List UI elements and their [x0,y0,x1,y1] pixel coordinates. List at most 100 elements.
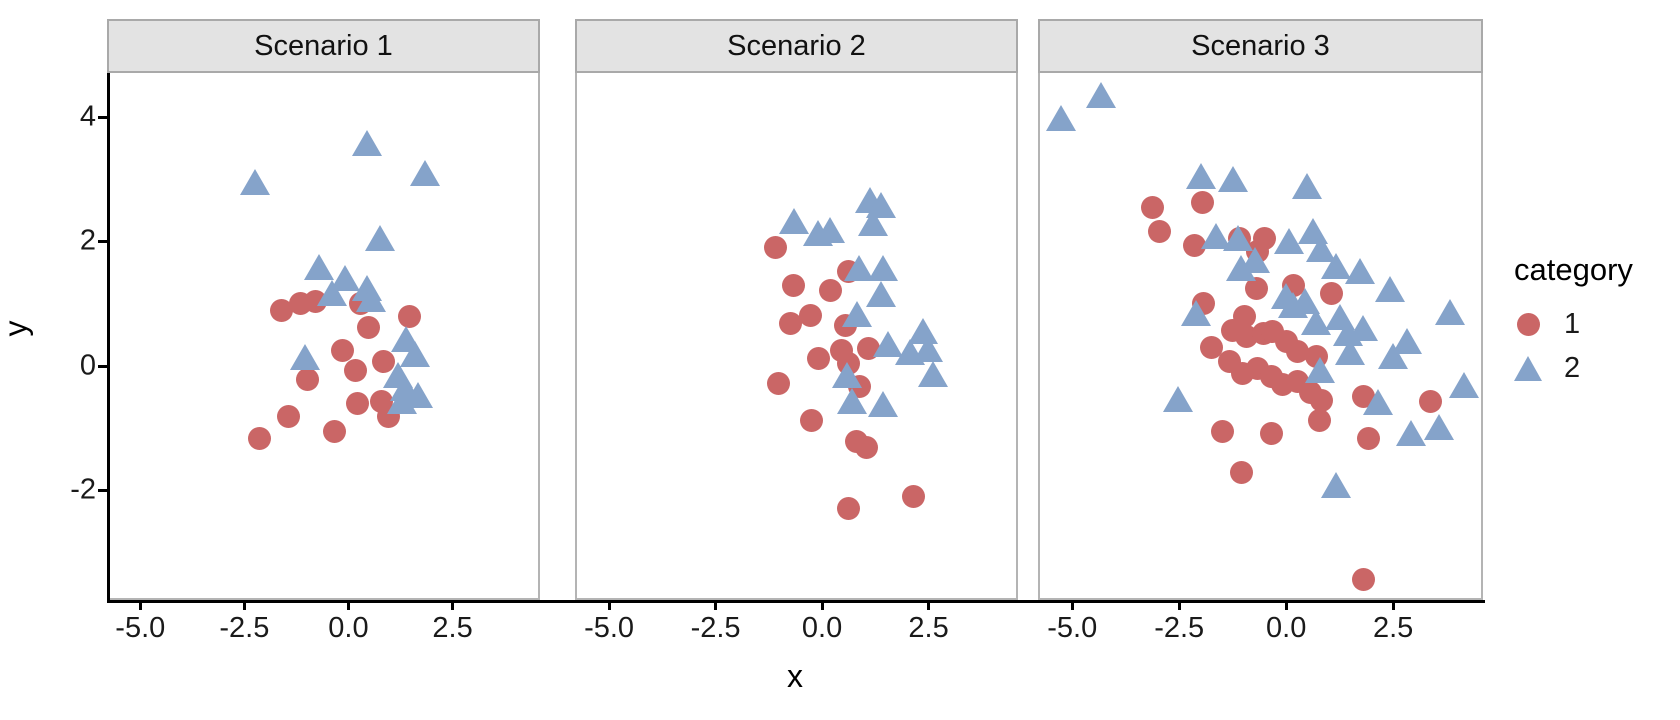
legend-title: category [1514,252,1633,287]
data-point-circle [1320,282,1344,305]
x-tick-label: 0.0 [1266,612,1307,644]
data-point-triangle [1377,343,1408,370]
x-axis-line [107,600,1485,603]
x-tick-label: 0.0 [328,612,369,644]
data-point-circle [397,305,421,329]
y-axis-tick-marks [98,73,107,602]
legend-item-label: 2 [1564,351,1581,384]
facet-scenario-2: Scenario 2 -5.0 -2.5 0.0 2.5 [575,19,1018,660]
facet-scenario-3: Scenario 3 -5.0 -2.5 0.0 2.5 [1038,19,1483,660]
data-point-circle [1183,234,1207,258]
x-tick-label: -5.0 [1047,612,1098,644]
data-point-triangle [1347,314,1378,341]
x-axis-ticks: -5.0 -2.5 0.0 2.5 [1038,600,1483,660]
data-point-circle [798,303,822,327]
x-tick-label: -2.5 [690,612,741,644]
x-tick-mark [1177,600,1181,610]
y-tick-mark [98,488,107,492]
y-axis-tick-labels: 4 2 0 -2 [30,73,96,602]
data-point-triangle [1181,299,1212,326]
y-tick-label: 0 [79,349,96,381]
plot-area [575,73,1018,600]
data-point-triangle [355,286,386,313]
facet-strip-label: Scenario 2 [727,29,866,62]
facet-strip-label: Scenario 3 [1191,29,1330,62]
x-tick-label: 2.5 [908,612,949,644]
x-tick-mark [242,600,246,610]
facet-strip: Scenario 1 [107,19,540,73]
x-tick-mark [714,600,718,610]
data-point-circle [778,311,802,335]
data-point-circle [295,368,319,392]
data-point-circle [345,391,369,415]
data-point-triangle [841,301,872,328]
data-point-circle [800,408,824,432]
facet-strip-label: Scenario 1 [254,29,393,62]
data-point-circle [344,358,368,382]
data-point-triangle [831,362,862,389]
data-point-circle [806,346,830,370]
x-tick-mark [1391,600,1395,610]
data-point-circle [1148,220,1172,244]
x-tick-label: 2.5 [1372,612,1414,644]
data-point-triangle [365,224,396,251]
y-axis-line [107,73,110,603]
data-point-circle [1310,388,1334,412]
data-point-triangle [1449,372,1480,399]
data-point-triangle [1344,257,1375,284]
data-point-circle [818,278,842,302]
data-point-circle [766,371,790,395]
data-point-circle [1260,421,1284,445]
data-point-circle [782,273,806,297]
data-point-triangle [1395,419,1426,446]
data-point-circle [331,338,355,362]
data-point-circle [1308,408,1332,432]
x-axis-ticks: -5.0 -2.5 0.0 2.5 [107,600,540,660]
data-point-triangle [410,160,441,187]
data-point-triangle [1320,471,1351,498]
x-tick-mark [927,600,931,610]
data-point-triangle [1362,389,1393,416]
x-tick-label: -2.5 [1154,612,1205,644]
x-tick-mark [607,600,611,610]
data-point-circle [1141,195,1165,219]
facet-strip: Scenario 3 [1038,19,1483,73]
data-point-triangle [240,168,271,195]
data-point-circle [1286,340,1310,364]
x-tick-mark [138,600,142,610]
data-point-triangle [1046,105,1077,132]
data-point-triangle [351,130,382,157]
facet-strip: Scenario 2 [575,19,1018,73]
data-point-circle [763,235,787,259]
x-tick-label: 2.5 [432,612,473,644]
data-point-circle [269,298,293,322]
x-axis-ticks: -5.0 -2.5 0.0 2.5 [575,600,1018,660]
data-point-circle [323,419,347,443]
data-point-circle [357,315,381,339]
data-point-triangle [858,209,889,236]
data-point-triangle [1217,165,1248,192]
data-point-triangle [868,391,899,418]
data-point-triangle [290,344,321,371]
data-point-circle [1191,190,1215,214]
triangle-marker-icon [1506,346,1550,390]
y-tick-label: -2 [70,473,96,506]
y-tick-label: 4 [79,100,96,133]
data-point-triangle [1086,81,1117,108]
data-point-triangle [386,387,417,414]
facet-scenario-1: Scenario 1 -5.0 -2.5 0.0 2.5 [107,19,540,660]
data-point-circle [1210,420,1234,444]
data-point-triangle [1163,386,1194,413]
plot-area [1038,73,1483,600]
data-point-circle [1230,461,1254,485]
data-point-triangle [1273,228,1304,255]
y-tick-mark [98,240,107,244]
x-tick-mark [451,600,455,610]
data-point-circle [1351,567,1375,591]
data-point-triangle [304,253,335,280]
legend-item-label: 1 [1564,307,1581,340]
legend-item-category-1: 1 [1506,302,1676,346]
data-point-triangle [1186,162,1217,189]
data-point-circle [1200,335,1224,359]
